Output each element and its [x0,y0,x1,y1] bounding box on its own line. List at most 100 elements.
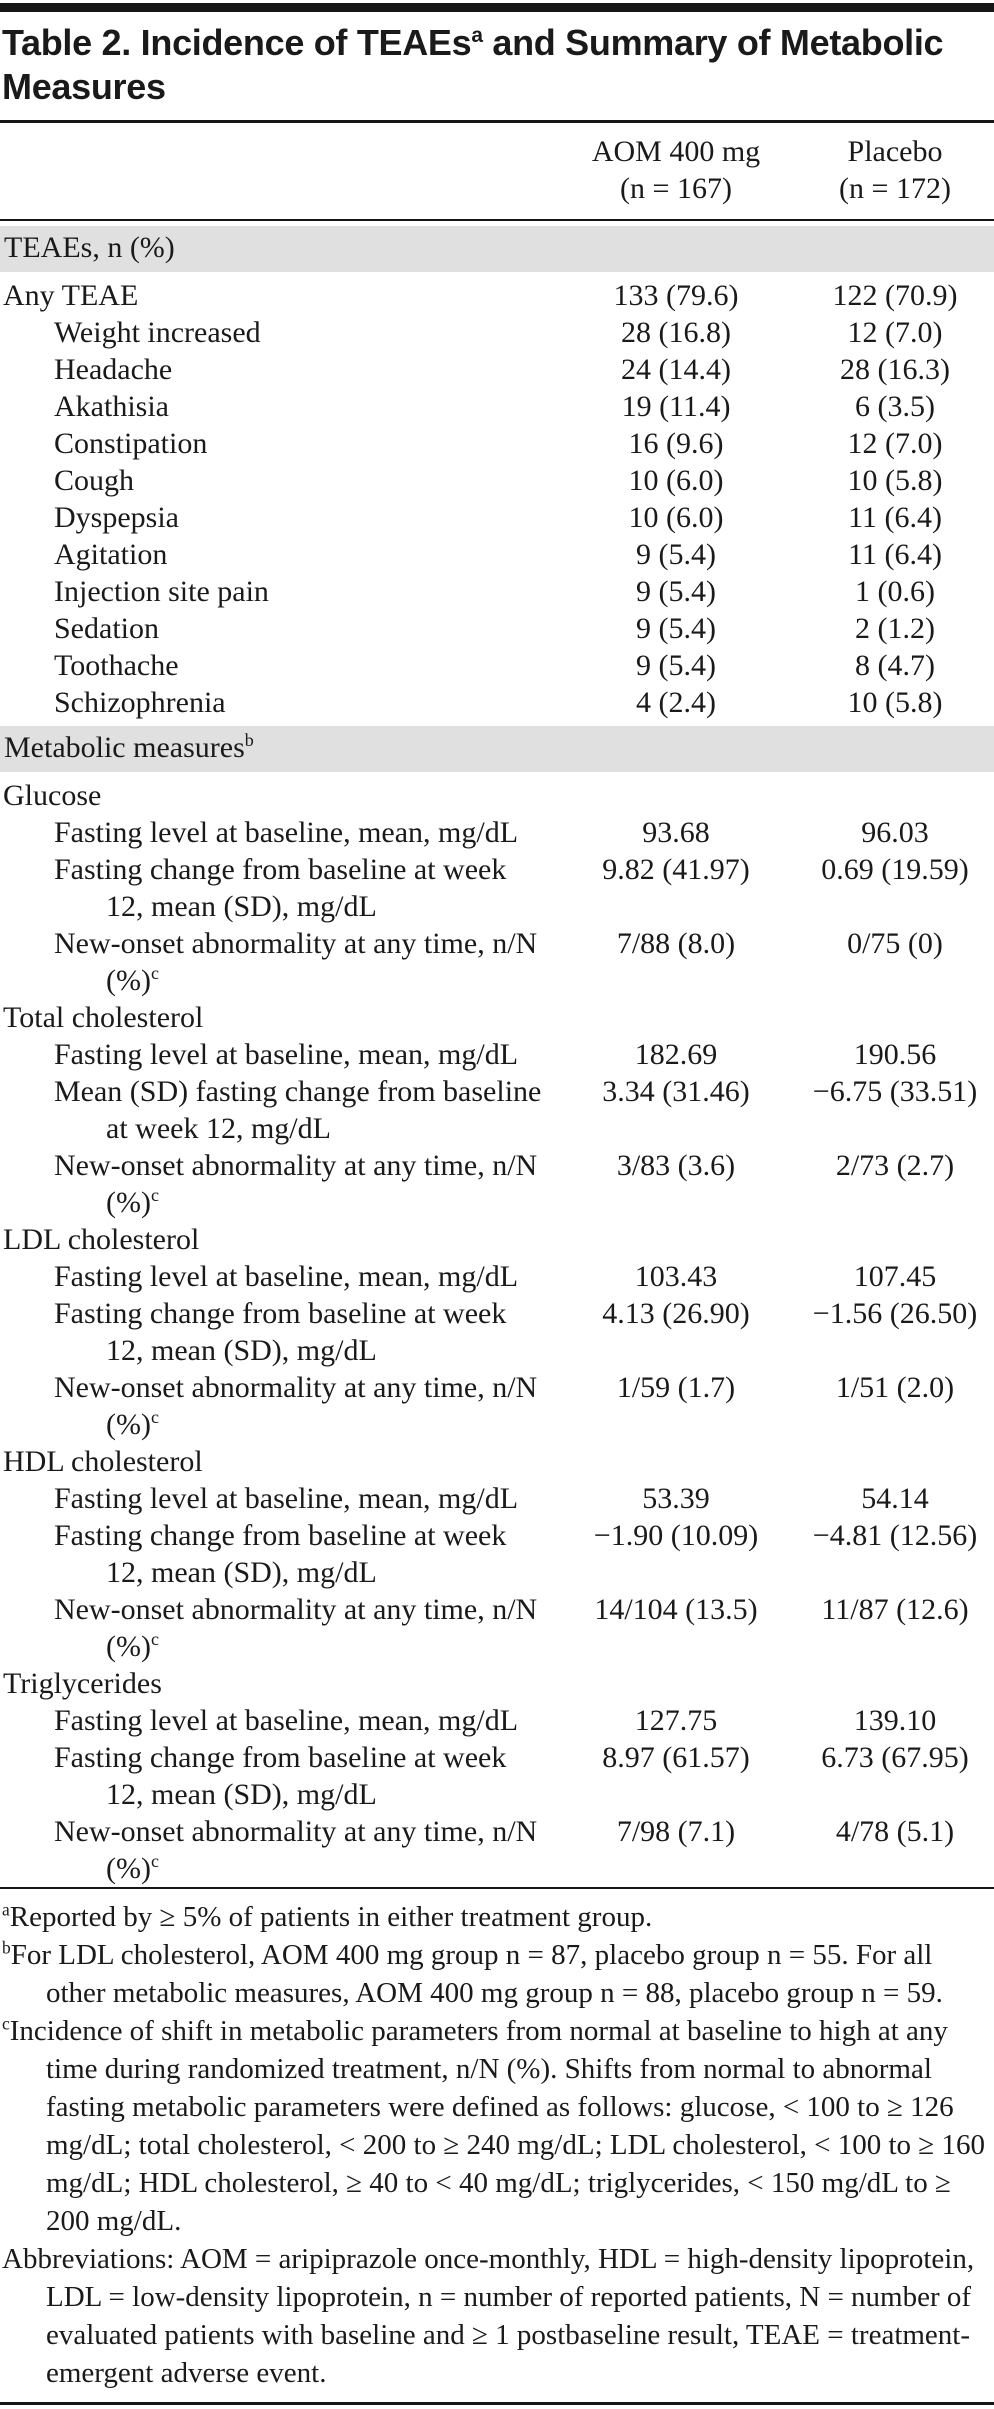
row-label: Agitation [54,538,168,571]
table-row: Dyspepsia 10 (6.0) 11 (6.4) [0,499,994,536]
row-value-aom: 19 (11.4) [621,390,731,423]
table-row: New-onset abnormality at any time, n/N (… [0,1591,994,1665]
row-label: HDL cholesterol [3,1445,203,1478]
footnote: aReported by ≥ 5% of patients in either … [2,1898,992,1936]
footnote-marker: c [2,2013,10,2034]
table-row: Fasting level at baseline, mean, mg/dL 1… [0,1258,994,1295]
table-figure: Table 2. Incidence of TEAEs a and Summary… [0,3,994,2405]
row-value-aom: 103.43 [634,1260,718,1293]
row-label: Constipation [54,427,208,460]
row-value-placebo: −4.81 (12.56) [812,1519,978,1552]
footnote: Abbreviations: AOM = aripiprazole once-m… [2,2240,992,2392]
title-rule [0,120,994,123]
footnote-marker: b [2,1937,11,1958]
footnote-rule [0,1887,994,1889]
row-value-placebo: 10 (5.8) [847,686,943,719]
table-row: New-onset abnormality at any time, n/N (… [0,1369,994,1443]
row-value-aom: −1.90 (10.09) [593,1519,759,1552]
header-rule [0,219,994,221]
table-row: LDL cholesterol [0,1221,994,1258]
row-value-aom: 9.82 (41.97) [602,853,750,886]
row-value-aom: 133 (79.6) [613,279,739,312]
row-value-placebo: 190.56 [853,1038,937,1071]
top-rule [0,3,994,12]
row-value-placebo: 1 (0.6) [855,575,935,608]
column-header-placebo-name: Placebo [847,135,943,168]
row-value-aom: 4 (2.4) [636,686,716,719]
row-value-placebo: 0.69 (19.59) [821,853,969,886]
row-label: Fasting level at baseline, mean, mg/dL [54,1260,519,1293]
footnote-marker: a [2,1899,10,1920]
table-row: Agitation 9 (5.4) 11 (6.4) [0,536,994,573]
row-label: New-onset abnormality at any time, n/N (… [54,1371,538,1441]
column-header-row: AOM 400 mg (n = 167) Placebo (n = 172) [0,123,994,219]
table-row: Glucose [0,777,994,814]
row-value-placebo: 10 (5.8) [847,464,943,497]
row-value-placebo: 2 (1.2) [855,612,935,645]
table-row: Triglycerides [0,1665,994,1702]
table-row: New-onset abnormality at any time, n/N (… [0,1813,994,1887]
table-row: Akathisia 19 (11.4) 6 (3.5) [0,388,994,425]
row-value-aom: 7/98 (7.1) [616,1815,736,1848]
row-label: Mean (SD) fasting change from baseline a… [54,1075,542,1145]
table-row: Fasting level at baseline, mean, mg/dL 1… [0,1036,994,1073]
row-value-aom: 28 (16.8) [621,316,731,349]
table-row: Fasting level at baseline, mean, mg/dL 1… [0,1702,994,1739]
table-row: HDL cholesterol [0,1443,994,1480]
section-band: TEAEs, n (%) [0,226,994,272]
row-value-placebo: 96.03 [861,816,929,849]
row-label: Headache [54,353,173,386]
table-body: TEAEs, n (%) Any TEAE 133 (79.6) 122 (70… [0,226,994,1887]
table-row: Weight increased 28 (16.8) 12 (7.0) [0,314,994,351]
table-row: Fasting change from baseline at week 12,… [0,1739,994,1813]
table-row: Fasting change from baseline at week 12,… [0,1295,994,1369]
row-label: Injection site pain [54,575,269,608]
table-row: Cough 10 (6.0) 10 (5.8) [0,462,994,499]
row-value-aom: 9 (5.4) [636,649,716,682]
row-label: Fasting change from baseline at week 12,… [54,1297,507,1367]
row-value-aom: 127.75 [634,1704,718,1737]
table-row: New-onset abnormality at any time, n/N (… [0,925,994,999]
footnote: bFor LDL cholesterol, AOM 400 mg group n… [2,1936,992,2012]
row-value-placebo: −1.56 (26.50) [812,1297,978,1330]
row-label: Triglycerides [3,1667,162,1700]
table-title-text-rest: and Summary of Metabolic Measures [2,22,944,107]
table-row: Constipation 16 (9.6) 12 (7.0) [0,425,994,462]
row-label: New-onset abnormality at any time, n/N (… [54,1593,538,1663]
row-value-aom: 24 (14.4) [621,353,731,386]
row-value-aom: 93.68 [642,816,710,849]
row-value-aom: 3.34 (31.46) [602,1075,750,1108]
table-row: Toothache 9 (5.4) 8 (4.7) [0,647,994,684]
row-value-aom: 9 (5.4) [636,612,716,645]
row-label: Dyspepsia [54,501,179,534]
row-label: Total cholesterol [3,1001,204,1034]
row-label: Schizophrenia [54,686,226,719]
table-row: Total cholesterol [0,999,994,1036]
footnotes: aReported by ≥ 5% of patients in either … [0,1889,994,2402]
row-label: New-onset abnormality at any time, n/N (… [54,927,538,997]
table-row: Fasting change from baseline at week 12,… [0,851,994,925]
row-value-aom: 9 (5.4) [636,538,716,571]
row-label: Weight increased [54,316,261,349]
footnote-text: For LDL cholesterol, AOM 400 mg group n … [10,1939,943,2009]
table-row: Mean (SD) fasting change from baseline a… [0,1073,994,1147]
row-value-aom: 3/83 (3.6) [616,1149,736,1182]
row-label: Any TEAE [3,279,139,312]
row-value-placebo: 6 (3.5) [855,390,935,423]
column-header-placebo: Placebo (n = 172) [796,133,994,207]
row-value-placebo: 11/87 (12.6) [821,1593,969,1626]
row-value-aom: 16 (9.6) [628,427,724,460]
row-label: Fasting level at baseline, mean, mg/dL [54,816,519,849]
bottom-rule [0,2402,994,2405]
row-value-placebo: 12 (7.0) [847,316,943,349]
row-label: LDL cholesterol [3,1223,200,1256]
row-value-placebo: 8 (4.7) [855,649,935,682]
row-label: Toothache [54,649,179,682]
row-label: Fasting level at baseline, mean, mg/dL [54,1704,519,1737]
row-value-placebo: 122 (70.9) [832,279,958,312]
row-value-aom: 53.39 [642,1482,710,1515]
row-label: Fasting change from baseline at week 12,… [54,1519,507,1589]
row-value-placebo: 4/78 (5.1) [835,1815,955,1848]
row-value-placebo: 107.45 [853,1260,937,1293]
table-title-text: Table 2. Incidence of TEAEs [2,22,472,63]
